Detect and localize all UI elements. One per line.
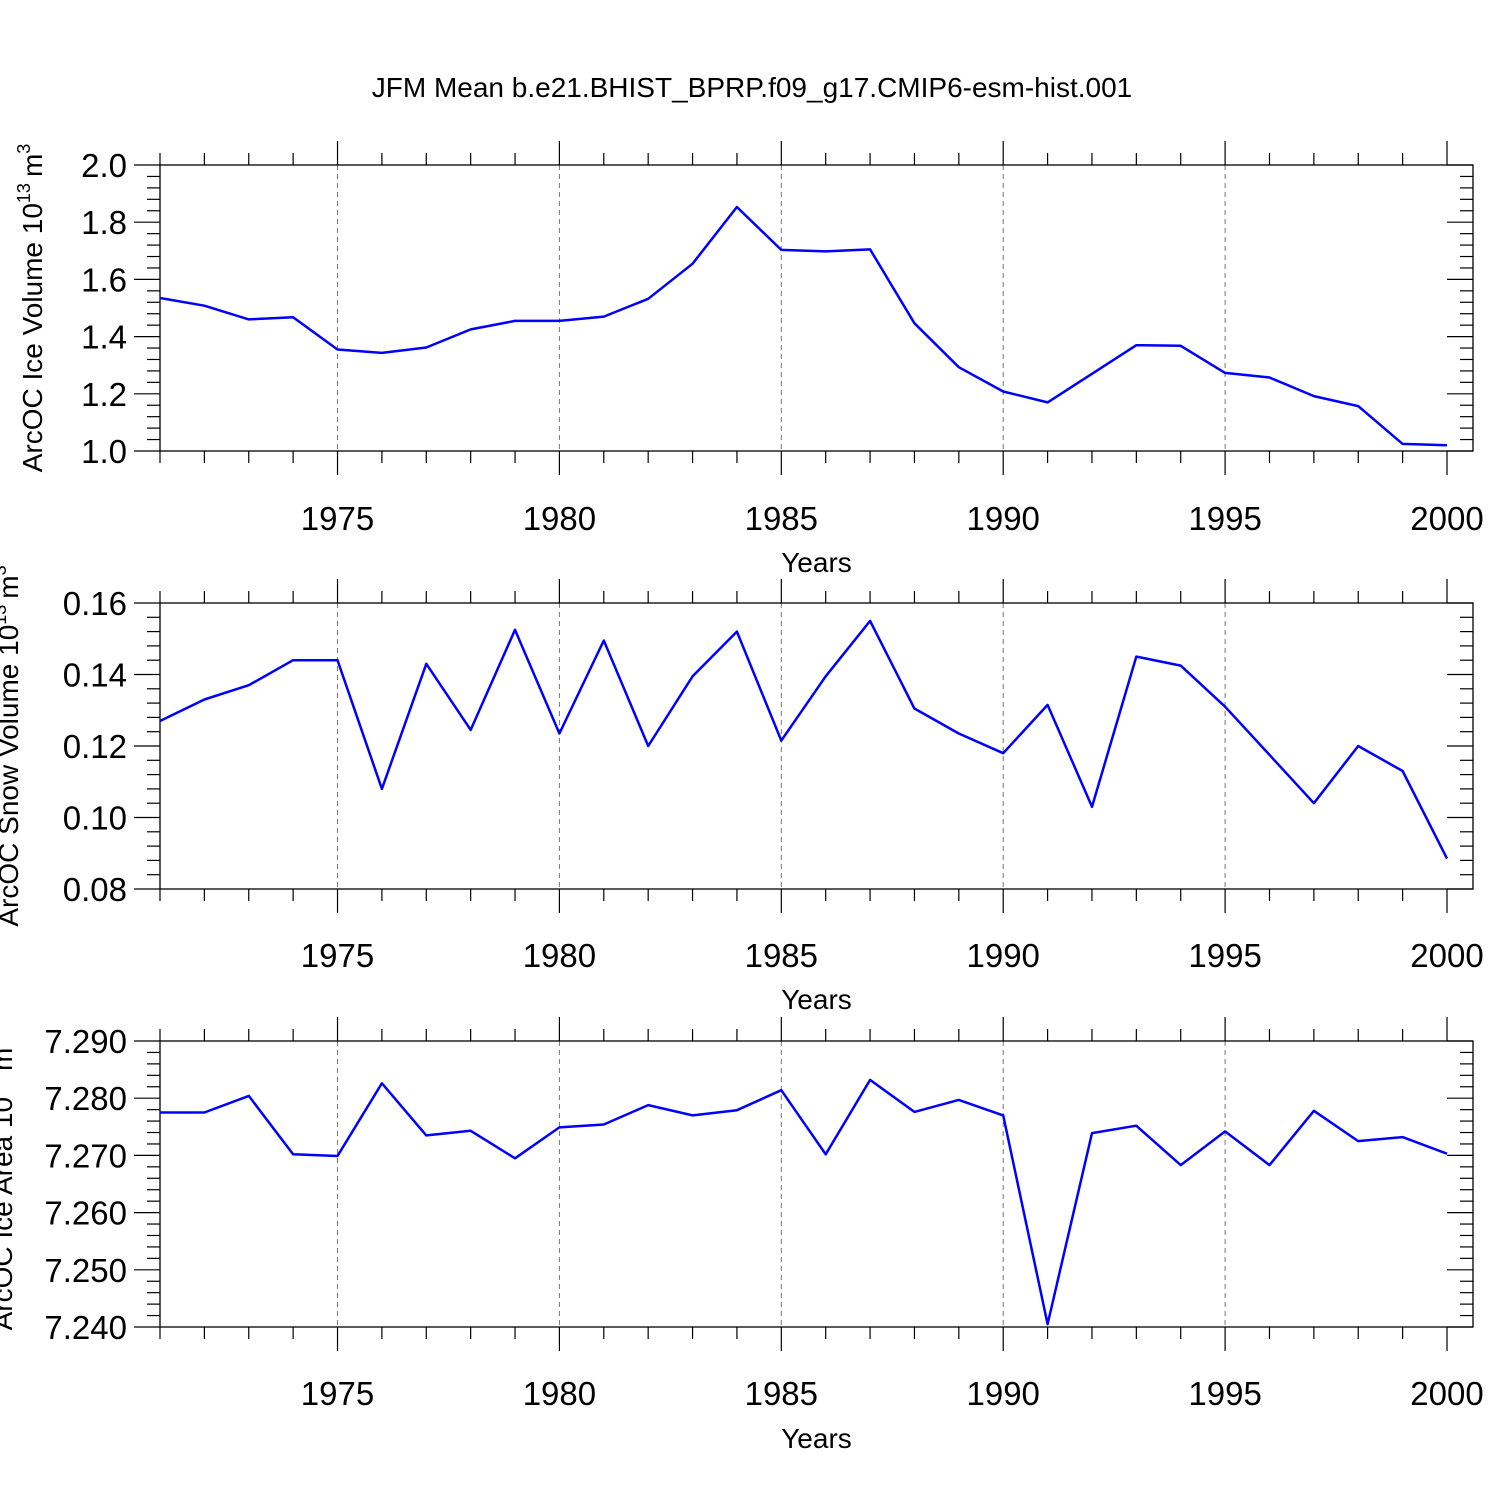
y-tick-label: 1.8 bbox=[81, 204, 127, 241]
x-tick-label: 1975 bbox=[301, 1375, 374, 1412]
x-tick-label: 1995 bbox=[1188, 937, 1261, 974]
y-tick-label: 7.240 bbox=[44, 1309, 127, 1346]
y-tick-label: 7.260 bbox=[44, 1195, 127, 1232]
y-tick-label: 1.2 bbox=[81, 376, 127, 413]
plot-frame bbox=[159, 602, 1474, 890]
y-tick-label: 1.6 bbox=[81, 261, 127, 298]
y-tick-label: 7.250 bbox=[44, 1252, 127, 1289]
series-line bbox=[159, 205, 1448, 447]
y-tick-label: 7.280 bbox=[44, 1080, 127, 1117]
y-tick-label: 7.290 bbox=[44, 1023, 127, 1060]
y-axis-title: ArcOC Ice Area 1012m2 bbox=[0, 1038, 18, 1331]
plot-frame bbox=[159, 164, 1474, 452]
x-tick-label: 1995 bbox=[1188, 500, 1261, 537]
x-axis-title: Years bbox=[781, 984, 852, 1015]
x-tick-label: 1975 bbox=[301, 500, 374, 537]
y-tick-label: 0.12 bbox=[63, 728, 127, 765]
x-tick-label: 1990 bbox=[966, 937, 1039, 974]
chart-panel-3: 7.240 7.250 7.260 7.270 7.280 7.290 1975 1980 19… bbox=[0, 1017, 1484, 1454]
chart-panel-2: 0.08 0.10 0.12 0.14 0.16 1975 1980 1985 1990 1995… bbox=[0, 565, 1484, 1015]
x-tick-label: 2000 bbox=[1410, 937, 1483, 974]
y-axis-title: ArcOC Ice Volume 1013m3 bbox=[14, 144, 48, 473]
y-tick-label: 1.0 bbox=[81, 433, 127, 470]
y-axis-title: ArcOC Snow Volume 1013m3 bbox=[0, 565, 24, 926]
chart-title: JFM Mean b.e21.BHIST_BPRP.f09_g17.CMIP6-… bbox=[372, 72, 1133, 103]
x-tick-label: 1995 bbox=[1188, 1375, 1261, 1412]
y-tick-label: 7.270 bbox=[44, 1137, 127, 1174]
series-line bbox=[160, 1078, 1448, 1326]
plot-frame bbox=[159, 1040, 1474, 1328]
y-tick-label: 0.08 bbox=[63, 871, 127, 908]
y-tick-label: 0.16 bbox=[63, 585, 127, 622]
x-tick-label: 1990 bbox=[966, 1375, 1039, 1412]
x-tick-label: 1990 bbox=[966, 500, 1039, 537]
x-tick-label: 1980 bbox=[523, 1375, 596, 1412]
x-tick-label: 1985 bbox=[745, 500, 818, 537]
y-tick-label: 0.14 bbox=[63, 657, 127, 694]
chart-panel-1: 1.0 1.2 1.4 1.6 1.8 2.0 1975 1980 1985 1990 1995 20… bbox=[14, 141, 1484, 578]
x-tick-label: 1985 bbox=[745, 937, 818, 974]
y-tick-label: 2.0 bbox=[81, 147, 127, 184]
x-tick-label: 1980 bbox=[523, 937, 596, 974]
x-tick-label: 1980 bbox=[523, 500, 596, 537]
x-axis-title: Years bbox=[781, 1423, 852, 1454]
series-line bbox=[159, 619, 1449, 860]
x-tick-label: 1975 bbox=[301, 937, 374, 974]
y-tick-label: 0.10 bbox=[63, 800, 127, 837]
x-tick-label: 2000 bbox=[1410, 500, 1483, 537]
y-tick-label: 1.4 bbox=[81, 319, 127, 356]
x-tick-label: 1985 bbox=[745, 1375, 818, 1412]
x-axis-title: Years bbox=[781, 547, 852, 578]
x-tick-label: 2000 bbox=[1410, 1375, 1483, 1412]
